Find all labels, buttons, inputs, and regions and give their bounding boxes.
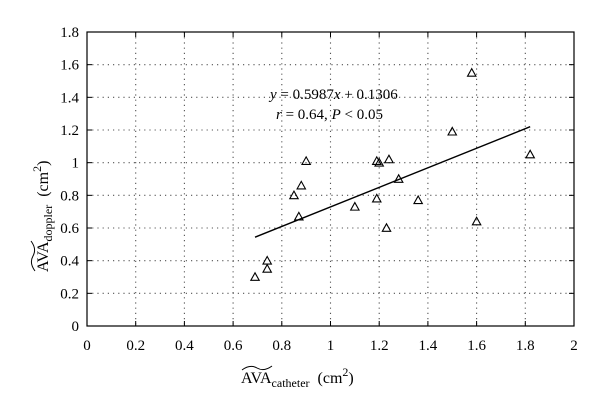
x-axis-title-tilde — [241, 365, 273, 371]
x-tick-label: 2 — [570, 338, 578, 354]
x-tick-label: 1.6 — [467, 338, 486, 354]
x-axis-title-unit-sup: 2 — [342, 365, 348, 379]
x-axis-title-unit-end: ) — [348, 370, 353, 387]
x-axis-title-unit: (cm — [318, 370, 343, 387]
y-tick-label: 1.8 — [60, 25, 79, 41]
data-point-triangle — [393, 173, 404, 183]
y-tick-labels: 0 0.2 0.4 0.6 0.8 1 1.2 1.4 1.6 1.8 — [60, 25, 79, 335]
y-tick-label: 0.6 — [60, 221, 79, 237]
x-tick-label: 1.8 — [516, 338, 535, 354]
regression-line — [254, 126, 531, 238]
data-point-triangle — [371, 193, 382, 203]
data-point-triangle — [249, 271, 261, 281]
y-axis-title: AVAdoppler (cm2) — [30, 161, 55, 272]
y-tick-label: 1.2 — [60, 123, 79, 139]
y-axis-title-tilde — [30, 240, 36, 272]
svg-text:AVAdoppler(cm2): AVAdoppler (cm2) — [30, 161, 55, 272]
regression-equation: y = 0.5987x + 0.1306 — [268, 87, 398, 103]
y-tick-label: 0.8 — [60, 188, 79, 204]
x-tick-label: 0.4 — [175, 338, 194, 354]
y-tick-label: 1 — [72, 156, 80, 172]
data-point-triangle — [381, 222, 392, 232]
x-tick-label: 0 — [83, 338, 91, 354]
y-axis-title-sub: doppler — [41, 205, 55, 242]
grid-lines — [87, 32, 574, 326]
data-point-triangle — [262, 263, 273, 273]
data-point-triangle — [293, 211, 304, 221]
x-tick-label: 1.4 — [419, 338, 438, 354]
data-point-triangle — [374, 157, 385, 167]
y-tick-label: 0.4 — [60, 254, 79, 270]
data-point-triangle — [262, 255, 273, 265]
y-axis-title-unit-sup: 2 — [30, 166, 44, 172]
x-axis-title: AVAcatheter (cm2) — [241, 365, 354, 390]
x-tick-label: 1.2 — [370, 338, 389, 354]
x-tick-label: 0.2 — [126, 338, 145, 354]
x-tick-label: 1 — [327, 338, 335, 354]
data-point-triangle — [466, 67, 477, 77]
axis-ticks — [86, 31, 575, 327]
y-tick-label: 0.2 — [60, 286, 79, 302]
y-tick-label: 1.4 — [60, 90, 79, 106]
y-axis-title-unit: (cm — [35, 171, 52, 196]
data-point-triangle — [413, 194, 424, 205]
x-axis-title-main: AVA — [241, 370, 272, 387]
data-point-triangle — [471, 216, 482, 226]
data-point-triangle — [371, 155, 382, 165]
x-tick-label: 0.6 — [224, 338, 243, 354]
data-point-triangle — [383, 154, 395, 164]
data-point-triangle — [349, 201, 360, 211]
data-point-triangle — [288, 190, 300, 200]
data-point-triangle — [447, 126, 458, 136]
y-tick-label: 1.6 — [60, 58, 79, 74]
data-point-triangle — [525, 149, 536, 159]
x-tick-label: 0.8 — [272, 338, 291, 354]
data-point-triangle — [301, 155, 312, 165]
correlation-stats: r = 0.64, P < 0.05 — [276, 107, 383, 123]
y-axis-title-main: AVA — [35, 241, 52, 272]
data-point-triangle — [296, 180, 307, 190]
data-points — [249, 67, 536, 281]
y-tick-label: 0 — [72, 319, 80, 335]
x-axis-title-sub: catheter — [272, 376, 310, 390]
x-tick-labels: 0 0.2 0.4 0.6 0.8 1 1.2 1.4 1.6 1.8 2 — [83, 338, 578, 354]
y-axis-title-unit-end: ) — [35, 161, 52, 166]
svg-text:AVAcatheter(cm2): AVAcatheter (cm2) — [241, 365, 354, 390]
